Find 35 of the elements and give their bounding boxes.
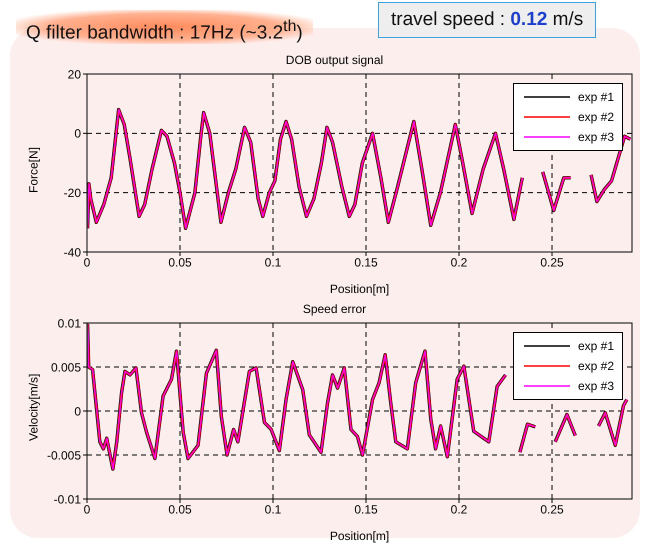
y-axis-title: Force[N]	[26, 146, 40, 193]
legend-label: exp #2	[578, 109, 614, 126]
y-tick-label: 20	[68, 67, 82, 82]
y-tick-label: -0.005	[46, 448, 82, 462]
legend-label: exp #3	[578, 129, 614, 146]
x-axis-title: Position[m]	[330, 282, 390, 296]
x-tick-label: 0.25	[540, 256, 564, 270]
y-tick-label: -0.01	[54, 492, 82, 506]
x-tick-label: 0.15	[354, 256, 378, 270]
x-tick-label: 0.15	[354, 502, 378, 517]
x-tick-label: 0	[84, 502, 91, 517]
x-tick-label: 0.1	[264, 256, 282, 270]
chart-title: Speed error	[302, 301, 368, 317]
chart-title: DOB output signal	[284, 52, 384, 68]
y-tick-label: -20	[64, 186, 82, 200]
legend-label: exp #3	[578, 378, 614, 395]
y-tick-label: 0.005	[50, 360, 82, 374]
y-tick-label: 0	[74, 404, 82, 418]
text: Q filter bandwidth : 17Hz (~3.2$^{th}$)	[16, 10, 313, 44]
legend-label: exp #1	[578, 338, 614, 355]
legend-label: exp #1	[578, 89, 614, 106]
y-tick-label: -40	[64, 245, 82, 260]
y-tick-label: 0	[74, 126, 82, 141]
x-tick-label: 0.2	[450, 502, 468, 517]
x-tick-label: 0.1	[264, 502, 282, 517]
x-axis-title: Position[m]	[330, 529, 390, 543]
x-tick-label: 0.2	[450, 256, 468, 270]
x-tick-label: 0.05	[168, 256, 192, 270]
x-tick-label: 0.25	[540, 502, 564, 517]
legend-label: exp #2	[578, 358, 614, 375]
x-tick-label: 0.05	[168, 502, 192, 517]
x-tick-label: 0	[84, 256, 91, 270]
y-tick-label: 0.01	[58, 316, 82, 330]
text: travel speed : 0.12 m/s	[378, 2, 596, 38]
y-axis-title: Velocity[m/s]	[26, 374, 40, 441]
